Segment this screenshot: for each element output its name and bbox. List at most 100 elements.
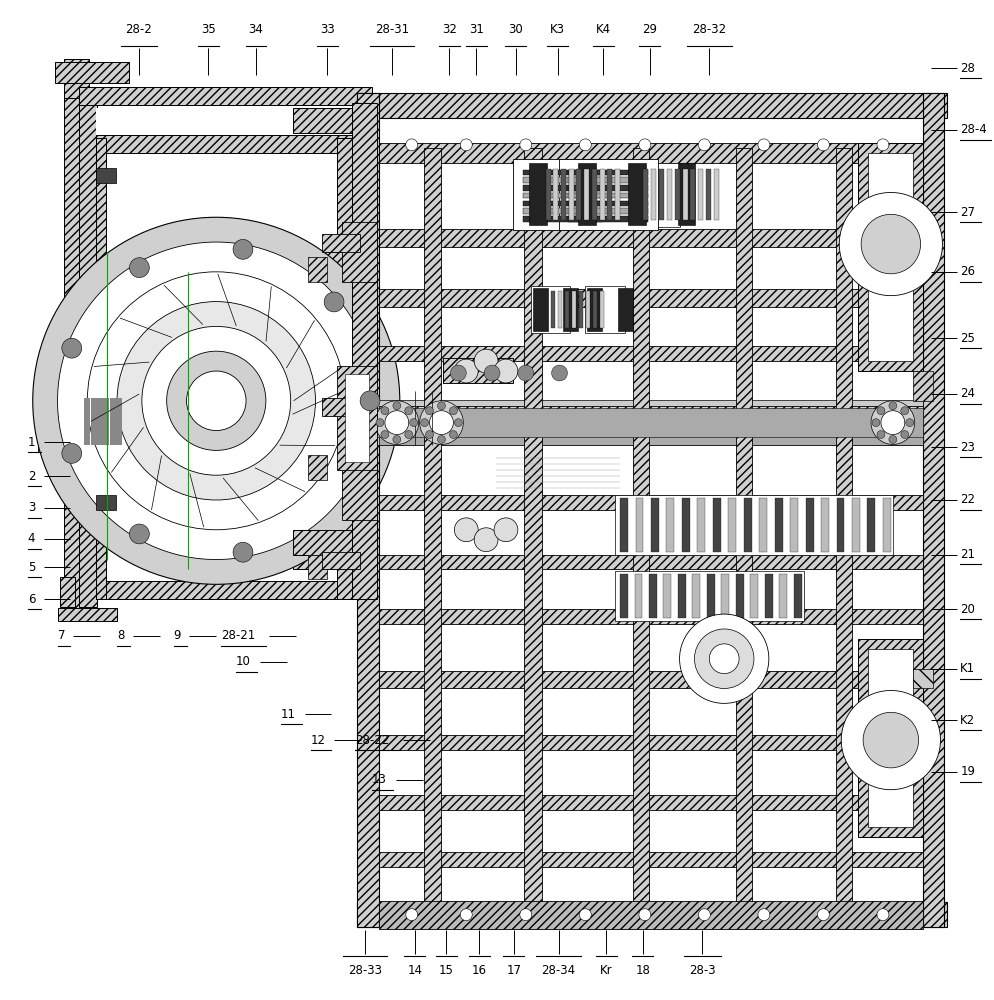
Bar (912, 669, 932, 688)
Circle shape (841, 690, 940, 790)
Bar (80, 87, 372, 105)
Circle shape (117, 302, 315, 500)
Bar (55, 62, 129, 83)
Bar (586, 291, 590, 328)
Text: 5: 5 (28, 561, 35, 574)
Text: 6: 6 (28, 593, 35, 606)
Bar (96, 495, 116, 510)
Text: 2: 2 (28, 470, 35, 483)
Bar (379, 495, 922, 510)
Bar (96, 138, 106, 599)
Bar (651, 498, 659, 552)
Bar (729, 498, 737, 552)
Bar (683, 169, 688, 220)
Bar (84, 398, 87, 445)
Text: 28: 28 (960, 62, 975, 75)
Circle shape (901, 431, 909, 439)
Text: 8: 8 (117, 629, 124, 642)
Bar (533, 288, 548, 331)
Bar (87, 398, 90, 445)
Bar (707, 574, 715, 618)
Circle shape (877, 431, 885, 439)
Circle shape (87, 272, 345, 530)
Bar (559, 159, 658, 230)
Circle shape (449, 431, 457, 439)
Bar (523, 216, 602, 222)
Circle shape (450, 365, 466, 381)
Bar (593, 291, 597, 328)
Bar (587, 288, 602, 331)
Circle shape (62, 443, 82, 463)
Bar (565, 291, 569, 328)
Bar (699, 169, 704, 220)
Bar (633, 148, 649, 902)
Text: 26: 26 (960, 265, 975, 278)
Bar (546, 169, 551, 220)
Circle shape (817, 909, 829, 921)
Circle shape (552, 365, 568, 381)
Bar (569, 208, 648, 214)
Circle shape (437, 436, 445, 443)
Circle shape (518, 365, 534, 381)
Bar (569, 170, 648, 175)
Bar (615, 169, 620, 220)
Bar (790, 498, 798, 552)
Bar (322, 272, 357, 550)
Bar (635, 498, 643, 552)
Bar (615, 495, 893, 555)
Bar (443, 358, 513, 383)
Circle shape (699, 909, 711, 921)
Bar (620, 574, 628, 618)
Text: 15: 15 (439, 964, 454, 977)
Circle shape (639, 909, 651, 921)
Bar (80, 399, 357, 444)
Bar (764, 574, 772, 618)
Bar (96, 135, 372, 153)
Bar (569, 201, 648, 206)
Text: 34: 34 (248, 23, 263, 36)
Bar (379, 346, 922, 361)
Bar (620, 498, 628, 552)
Bar (577, 169, 581, 220)
Circle shape (872, 419, 880, 427)
Bar (526, 163, 580, 227)
Bar (292, 550, 357, 569)
Bar (579, 291, 582, 328)
Circle shape (639, 139, 651, 151)
Bar (513, 159, 612, 230)
Circle shape (167, 351, 265, 450)
Text: K4: K4 (595, 23, 610, 36)
Bar (379, 289, 922, 307)
Circle shape (429, 411, 453, 435)
Circle shape (376, 419, 384, 427)
Bar (523, 185, 602, 191)
Text: 22: 22 (960, 493, 975, 506)
Circle shape (405, 431, 413, 439)
Text: 28-33: 28-33 (348, 964, 382, 977)
Circle shape (62, 338, 82, 358)
Circle shape (889, 436, 897, 443)
Bar (625, 163, 680, 227)
Circle shape (33, 217, 400, 584)
Bar (292, 108, 377, 133)
Bar (836, 148, 852, 902)
Circle shape (454, 359, 478, 383)
Bar (379, 735, 922, 750)
Bar (779, 574, 787, 618)
Circle shape (474, 528, 498, 552)
Bar (379, 436, 922, 445)
Bar (837, 498, 845, 552)
Bar (675, 169, 680, 220)
Text: K3: K3 (550, 23, 565, 36)
Circle shape (393, 402, 401, 410)
Bar (584, 169, 589, 220)
Bar (379, 852, 922, 867)
Bar (379, 229, 922, 247)
Text: 28-22: 28-22 (355, 734, 390, 747)
Circle shape (129, 524, 149, 544)
Bar (40, 398, 70, 447)
Bar (65, 388, 80, 457)
Bar (713, 498, 721, 552)
Bar (572, 291, 576, 328)
Bar (564, 288, 579, 331)
